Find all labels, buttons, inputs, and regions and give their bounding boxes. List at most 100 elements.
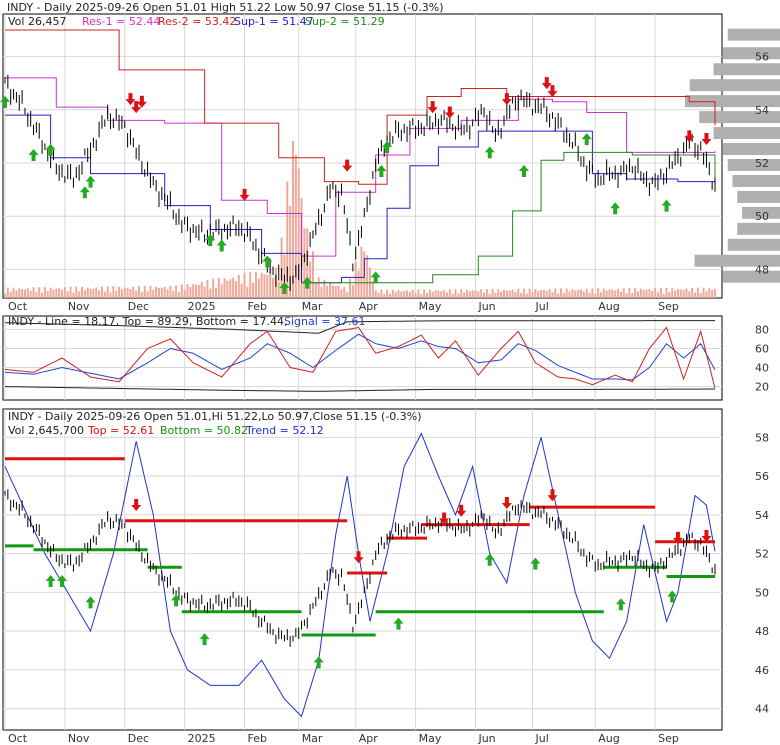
volume-bar	[485, 288, 488, 298]
volume-bar	[311, 251, 314, 298]
trend-sell-arrow	[353, 551, 364, 564]
volume-bar	[52, 289, 55, 298]
volume-bar	[123, 287, 126, 298]
volume-bar	[565, 288, 568, 298]
volume-bar	[391, 289, 394, 298]
volume-bar	[605, 290, 608, 298]
volume-bar	[177, 292, 180, 298]
volume-bar	[440, 291, 443, 298]
volume-bar	[642, 290, 645, 298]
volume-bar	[705, 291, 708, 298]
trend-line	[4, 432, 716, 718]
buy-arrow	[581, 133, 592, 146]
volume-bar	[434, 290, 437, 298]
trend-x-tick: May	[419, 732, 442, 745]
trend-x-tick: Mar	[302, 732, 323, 745]
volume-bar	[656, 292, 659, 298]
volume-bar	[505, 290, 508, 298]
volume-bar	[18, 288, 21, 298]
signal-label: Signal = 37.61	[284, 315, 366, 328]
volume-bar	[86, 287, 89, 298]
volume-bar	[714, 289, 716, 298]
volume-bar	[98, 290, 101, 298]
volume-bar	[480, 289, 483, 298]
volume-profile-bar	[694, 254, 780, 267]
volume-bar	[257, 278, 260, 298]
price-x-tick: Nov	[68, 300, 90, 313]
volume-bar	[588, 292, 591, 298]
sell-arrow	[136, 95, 147, 108]
volume-bar	[676, 288, 679, 298]
volume-bar	[388, 293, 391, 298]
volume-bar	[206, 279, 209, 298]
volume-bar	[112, 286, 115, 298]
volume-bar	[500, 291, 503, 298]
res2-label: Res-2 = 53.42	[158, 15, 236, 28]
volume-bar	[682, 289, 685, 298]
volume-bar	[665, 287, 668, 298]
volume-bar	[109, 292, 112, 298]
volume-bar	[443, 289, 446, 298]
volume-bar	[691, 287, 694, 298]
volume-bar	[249, 271, 252, 298]
volume-bar	[520, 293, 523, 298]
volume-bar	[80, 286, 83, 298]
buy-arrow	[28, 149, 39, 162]
volume-bar	[212, 278, 215, 298]
volume-bar	[169, 285, 172, 298]
trend-buy-arrow	[45, 575, 56, 587]
trend-x-tick: Nov	[68, 732, 90, 745]
volume-bar	[329, 282, 332, 298]
volume-bar	[386, 289, 389, 298]
volume-bar	[41, 292, 44, 298]
volume-bar	[38, 287, 41, 298]
volume-bar	[49, 287, 52, 298]
volume-bar	[72, 292, 75, 298]
trend-x-tick: Apr	[359, 732, 379, 745]
oscillator-y-tick: 20	[755, 381, 769, 394]
volume-bar	[417, 289, 420, 298]
trend-y-tick: 58	[755, 431, 769, 444]
volume-bar	[477, 291, 480, 298]
volume-bar	[303, 228, 306, 298]
volume-bar	[309, 261, 312, 298]
volume-profile-bar	[699, 111, 780, 124]
volume-bar	[346, 292, 349, 298]
trend-x-tick: Feb	[248, 732, 267, 745]
volume-bar	[451, 293, 454, 298]
volume-bar	[58, 288, 61, 298]
volume-bar	[209, 288, 212, 298]
volume-bar	[92, 288, 95, 298]
volume-bar	[83, 290, 86, 298]
buy-arrow	[484, 146, 495, 159]
volume-bar	[542, 289, 545, 298]
trend-sell-arrow	[456, 504, 467, 517]
volume-bar	[545, 290, 548, 298]
sell-arrow	[125, 93, 136, 106]
volume-bar	[314, 282, 317, 298]
volume-bar	[129, 288, 132, 298]
sell-arrow	[547, 85, 558, 98]
volume-bar	[186, 284, 189, 298]
volume-bar	[671, 288, 674, 298]
volume-bar	[115, 290, 118, 298]
volume-bar	[622, 288, 625, 298]
volume-bar	[414, 293, 417, 298]
volume-bar	[625, 293, 628, 298]
volume-profile-bar	[713, 127, 780, 140]
volume-bar	[357, 270, 360, 298]
volume-bar	[488, 293, 491, 298]
volume-bar	[702, 287, 705, 298]
volume-bar	[597, 288, 600, 298]
volume-bar	[226, 280, 229, 298]
volume-bar	[229, 279, 232, 298]
volume-bar	[289, 205, 292, 298]
volume-bar	[138, 286, 141, 298]
volume-bar	[294, 154, 297, 298]
trend-buy-arrow	[85, 596, 96, 609]
buy-arrow	[661, 199, 672, 212]
volume-profile-bar	[737, 222, 780, 235]
volume-bar	[508, 290, 511, 298]
volume-bar	[591, 288, 594, 298]
oscillator-top-line	[5, 320, 715, 334]
